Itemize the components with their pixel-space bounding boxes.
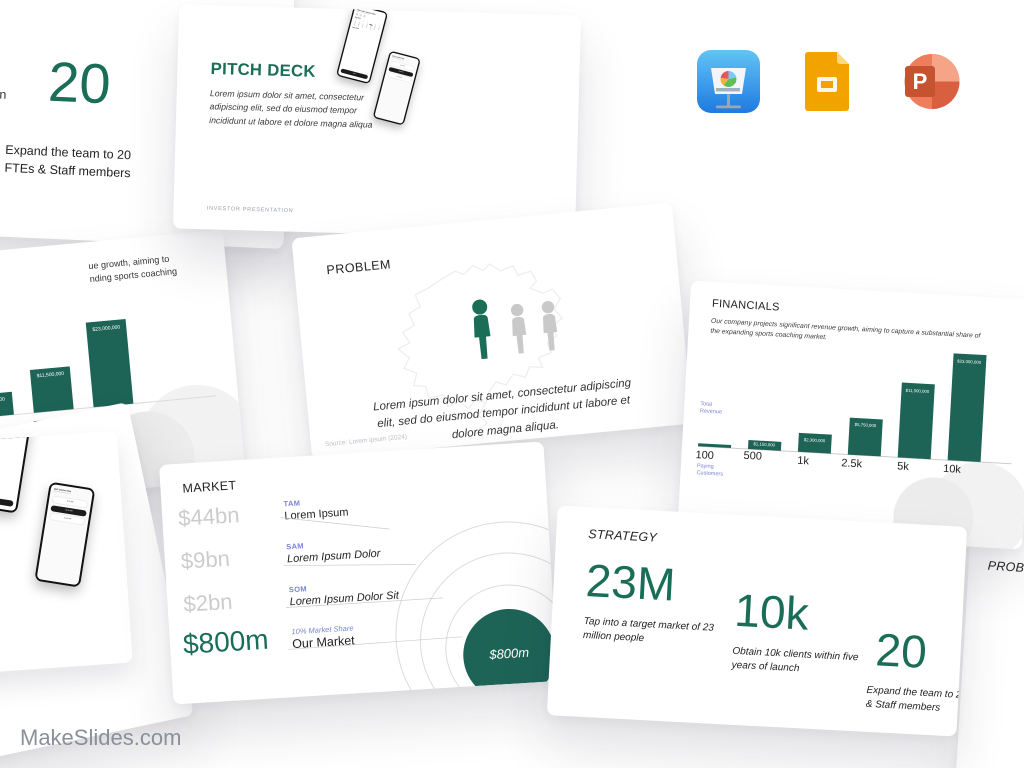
svg-text:P: P (913, 69, 928, 94)
svg-text:$800m: $800m (488, 645, 530, 662)
